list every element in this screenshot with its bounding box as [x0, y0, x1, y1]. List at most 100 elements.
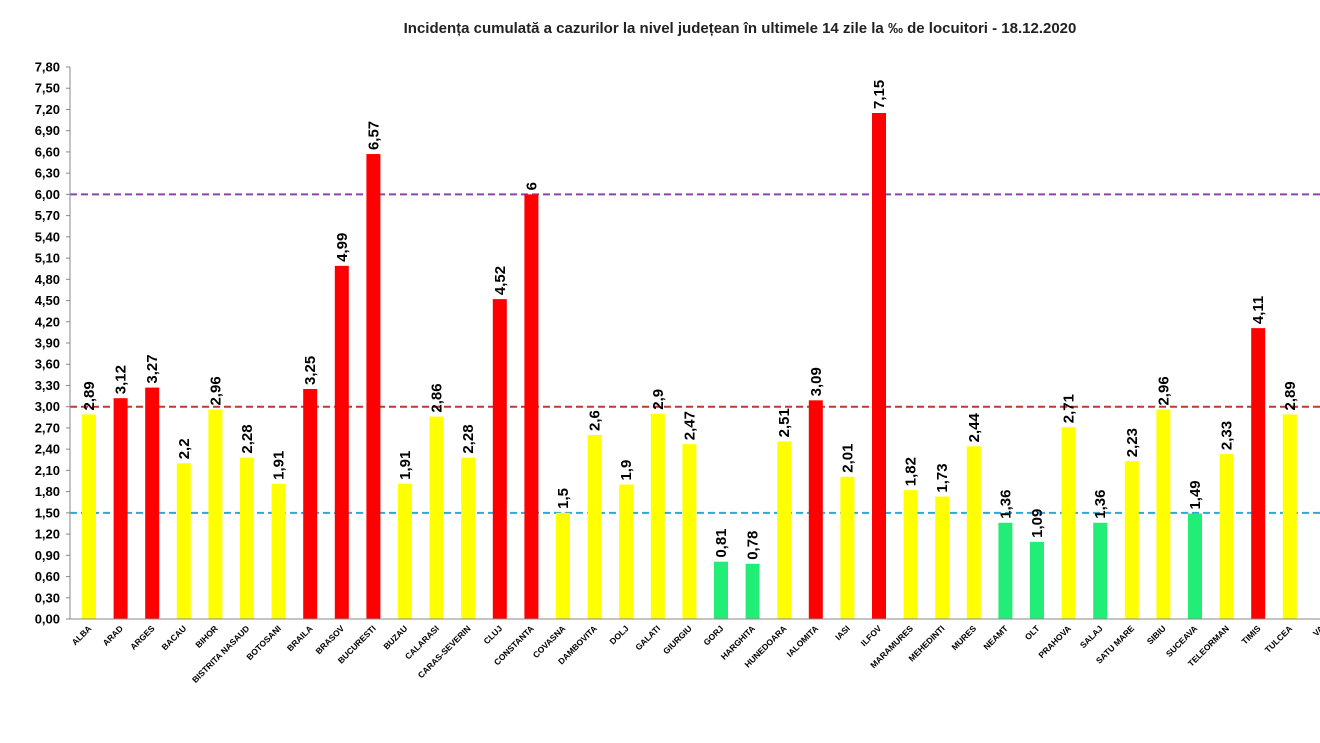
data-label: 1,49 — [1187, 480, 1204, 509]
bar — [303, 389, 318, 619]
y-tick-label: 4,50 — [35, 293, 60, 308]
data-label: 2,28 — [239, 424, 256, 453]
bar — [1251, 328, 1266, 619]
bar — [840, 476, 855, 619]
data-label: 1,9 — [618, 460, 635, 481]
data-label: 3,09 — [808, 367, 825, 396]
y-tick-label: 4,20 — [35, 314, 60, 329]
bar — [240, 457, 254, 619]
bar — [682, 444, 697, 619]
x-tick-label: BISTRITA NASAUD — [190, 623, 252, 685]
y-axis: 0,00 0,30 0,60 0,90 1,20 1,50 1,80 2,10 2,40 2,70… — [35, 60, 71, 627]
data-label: 2,28 — [460, 424, 477, 453]
x-tick-label: GALATI — [633, 623, 662, 652]
data-label: 2,71 — [1061, 394, 1078, 423]
bars — [82, 113, 1297, 620]
y-tick-label: 5,70 — [35, 208, 60, 223]
data-label: 2,23 — [1124, 428, 1141, 457]
bar — [935, 496, 950, 619]
x-tick-label: PRAHOVA — [1036, 623, 1073, 660]
y-tick-label: 2,10 — [35, 463, 60, 478]
data-label: 2,89 — [1282, 381, 1299, 410]
bar — [587, 435, 602, 619]
data-label: 4,99 — [334, 233, 351, 262]
data-label: 1,5 — [555, 488, 572, 509]
data-label: 2,6 — [587, 410, 604, 431]
x-tick-label: BUZAU — [381, 623, 409, 651]
x-tick-label: SIBIU — [1145, 623, 1168, 646]
x-tick-label: BRASOV — [313, 623, 346, 656]
x-tick-label: TULCEA — [1263, 623, 1294, 654]
bar — [524, 194, 539, 619]
data-label: 3,12 — [113, 365, 130, 394]
bar — [113, 398, 128, 619]
bar — [1188, 513, 1202, 619]
data-label: 1,73 — [934, 463, 951, 492]
data-label: 2,01 — [839, 444, 856, 473]
data-label: 2,47 — [681, 411, 698, 440]
y-tick-label: 0,00 — [35, 612, 60, 627]
x-tick-label: SALAJ — [1078, 623, 1105, 650]
x-tick-label: NEAMT — [981, 623, 1010, 652]
bar — [1219, 454, 1234, 619]
bar — [492, 299, 507, 619]
data-label: 1,91 — [271, 451, 288, 480]
data-labels: 2,893,12 3,272,22,962,281,913,254,996,571… — [81, 80, 1299, 560]
data-label: 7,15 — [871, 80, 888, 109]
y-tick-label: 1,20 — [35, 527, 60, 542]
bar — [998, 522, 1013, 619]
y-tick-label: 3,90 — [35, 336, 60, 351]
x-tick-label: IALOMITA — [785, 623, 821, 659]
x-tick-label: MURES — [949, 623, 978, 652]
x-tick-label: IASI — [833, 623, 852, 642]
x-tick-label: DOLJ — [608, 623, 631, 646]
bar — [176, 463, 191, 619]
bar — [429, 416, 444, 619]
data-label: 2,96 — [1155, 376, 1172, 405]
x-tick-label: OLT — [1023, 623, 1042, 642]
bar — [1093, 522, 1108, 619]
y-tick-label: 3,00 — [35, 399, 60, 414]
x-tick-label: GORJ — [701, 623, 725, 647]
data-label: 4,11 — [1250, 296, 1267, 324]
y-tick-label: 1,50 — [35, 505, 60, 520]
bar — [556, 512, 570, 619]
x-tick-label: ALBA — [70, 623, 94, 647]
bar — [872, 113, 886, 619]
data-label: 1,36 — [1092, 490, 1109, 519]
data-label: 1,82 — [903, 457, 920, 486]
data-label: 0,78 — [745, 531, 762, 560]
x-tick-label: VA — [1311, 623, 1320, 638]
x-tick-label: ARGES — [128, 623, 157, 652]
y-tick-label: 6,60 — [35, 144, 60, 159]
bar — [745, 563, 760, 619]
data-label: 0,81 — [713, 528, 730, 557]
y-tick-label: 7,80 — [35, 60, 60, 75]
y-tick-label: 5,40 — [35, 229, 60, 244]
y-tick-label: 6,30 — [35, 166, 60, 181]
bar — [271, 483, 286, 619]
data-label: 1,36 — [997, 490, 1014, 519]
x-tick-label: BACAU — [159, 623, 188, 652]
bar — [714, 561, 728, 619]
data-label: 2,9 — [650, 389, 667, 410]
bar — [903, 490, 918, 619]
bar — [82, 414, 96, 619]
data-label: 6,57 — [365, 121, 382, 150]
x-tick-label: ARAD — [101, 623, 125, 647]
data-label: 2,44 — [966, 412, 983, 442]
y-tick-label: 4,80 — [35, 272, 60, 287]
bar — [619, 484, 634, 619]
y-tick-label: 0,30 — [35, 590, 60, 605]
y-tick-label: 5,10 — [35, 251, 60, 266]
data-label: 2,86 — [429, 383, 446, 412]
bar — [208, 409, 223, 619]
x-tick-label: GIURGIU — [661, 623, 694, 656]
y-tick-label: 3,60 — [35, 357, 60, 372]
y-tick-label: 7,20 — [35, 102, 60, 117]
x-tick-label: CLUJ — [481, 623, 504, 646]
data-label: 6 — [523, 182, 540, 190]
chart-title: Incidența cumulată a cazurilor la nivel … — [404, 20, 1077, 37]
x-tick-label: BRAILA — [285, 623, 315, 653]
